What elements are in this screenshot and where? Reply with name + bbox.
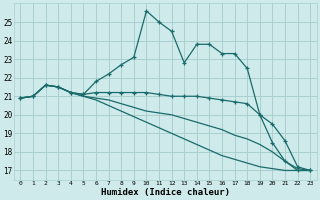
X-axis label: Humidex (Indice chaleur): Humidex (Indice chaleur) <box>101 188 230 197</box>
